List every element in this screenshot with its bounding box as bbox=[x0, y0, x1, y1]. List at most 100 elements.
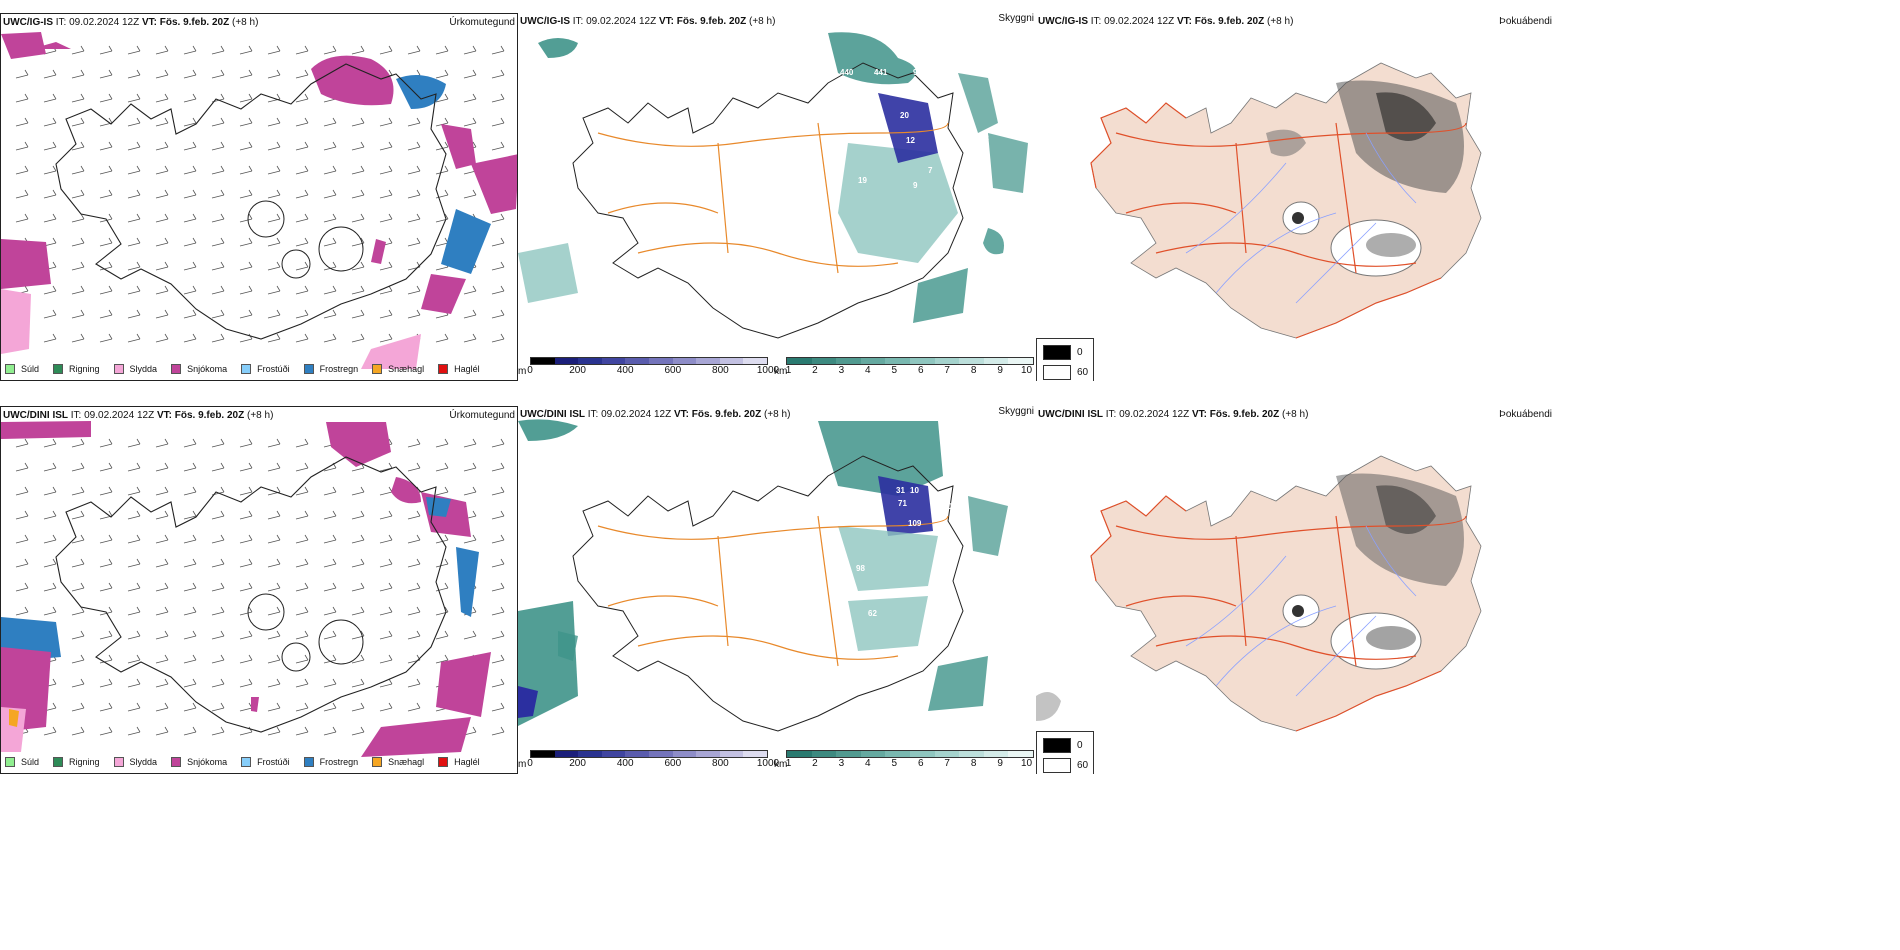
wind-barb bbox=[155, 45, 169, 55]
wind-barb bbox=[99, 510, 113, 520]
wind-barb bbox=[295, 69, 309, 79]
wind-barb bbox=[295, 654, 309, 664]
wind-barb bbox=[155, 462, 169, 472]
scale-tick-label: 5 bbox=[891, 758, 898, 769]
legend-label: Frostúði bbox=[257, 757, 290, 767]
fog-legend-item: 60 bbox=[1043, 758, 1088, 773]
visibility-value-label: 12 bbox=[906, 136, 915, 145]
wind-barb bbox=[407, 534, 421, 544]
wind-barb bbox=[239, 141, 253, 151]
wind-barb bbox=[295, 726, 309, 736]
wind-barb bbox=[127, 213, 141, 223]
wind-barb bbox=[407, 462, 421, 472]
wind-barb bbox=[239, 237, 253, 247]
precip-legend: Súld Rigning Slydda Snjókoma Frostúði Frostre… bbox=[5, 364, 494, 374]
precip-map-ig bbox=[1, 32, 517, 369]
fog-legend-label: 60 bbox=[1077, 760, 1089, 771]
wind-barb bbox=[295, 486, 309, 496]
wind-barb bbox=[43, 726, 57, 736]
wind-barb bbox=[463, 189, 477, 199]
wind-barb bbox=[351, 534, 365, 544]
wind-barb bbox=[351, 606, 365, 616]
wind-barb bbox=[491, 285, 505, 295]
legend-swatch bbox=[5, 757, 15, 767]
wind-barb bbox=[99, 261, 113, 271]
wind-barb bbox=[71, 558, 85, 568]
wind-barb bbox=[99, 117, 113, 127]
wind-barb bbox=[463, 69, 477, 79]
scale-color bbox=[787, 751, 812, 757]
vis-scale-km: 1 2 3 4 5 6 7 8 9 10 km bbox=[774, 357, 1034, 377]
scale-tick-label: 200 bbox=[569, 758, 586, 769]
scale-color bbox=[909, 358, 935, 364]
wind-barb bbox=[211, 654, 225, 664]
wind-barb bbox=[127, 582, 141, 592]
wind-barb bbox=[267, 69, 281, 79]
wind-barb bbox=[379, 486, 393, 496]
wind-barb bbox=[323, 45, 337, 55]
wind-barb bbox=[71, 285, 85, 295]
wind-barb bbox=[491, 438, 505, 448]
fog-legend-swatch bbox=[1043, 365, 1071, 380]
scale-tick-label: 0 bbox=[527, 365, 533, 376]
fog-panel-dini: UWC/DINI ISL IT: 09.02.2024 12Z VT: Fös.… bbox=[1036, 406, 1554, 774]
wind-barb bbox=[491, 510, 505, 520]
wind-barb bbox=[127, 165, 141, 175]
scale-color bbox=[554, 751, 579, 757]
wind-barb bbox=[295, 558, 309, 568]
wind-barb bbox=[155, 237, 169, 247]
scale-color bbox=[672, 358, 697, 364]
wind-barb bbox=[267, 606, 281, 616]
wind-barb bbox=[407, 558, 421, 568]
wind-barb bbox=[491, 630, 505, 640]
scale-bar bbox=[530, 357, 768, 365]
wind-barb bbox=[295, 285, 309, 295]
wind-barb bbox=[239, 630, 253, 640]
panel-title: UWC/DINI ISL IT: 09.02.2024 12Z VT: Fös.… bbox=[1038, 409, 1309, 420]
legend-item: Haglél bbox=[438, 757, 480, 767]
wind-barb bbox=[239, 213, 253, 223]
wind-barb bbox=[435, 486, 449, 496]
wind-barb bbox=[183, 213, 197, 223]
panel-title: UWC/IG-IS IT: 09.02.2024 12Z VT: Fös. 9.… bbox=[1038, 16, 1294, 27]
fog-map-ig bbox=[1090, 62, 1482, 339]
wind-barb bbox=[183, 534, 197, 544]
fog-map-dini bbox=[1036, 455, 1482, 732]
wind-barb bbox=[71, 438, 85, 448]
wind-barb bbox=[183, 117, 197, 127]
wind-barb bbox=[99, 93, 113, 103]
visibility-value-label: 98 bbox=[856, 564, 865, 573]
legend-swatch bbox=[113, 757, 124, 767]
scale-color bbox=[696, 751, 720, 757]
wind-barb bbox=[99, 213, 113, 223]
wind-barb bbox=[491, 462, 505, 472]
wind-barb bbox=[351, 726, 365, 736]
panel-title: UWC/IG-IS IT: 09.02.2024 12Z VT: Fös. 9.… bbox=[520, 16, 776, 27]
wind-barb bbox=[71, 189, 85, 199]
wind-barb bbox=[183, 582, 197, 592]
wind-barb bbox=[491, 237, 505, 247]
visibility-value-label: 23 bbox=[980, 134, 989, 143]
scale-tick-label: 3 bbox=[838, 758, 845, 769]
scale-color bbox=[836, 751, 861, 757]
visibility-value-label: 440 bbox=[840, 68, 854, 77]
wind-barb bbox=[71, 213, 85, 223]
panel-title: UWC/DINI ISL IT: 09.02.2024 12Z VT: Fös.… bbox=[520, 409, 791, 420]
wind-barb bbox=[155, 93, 169, 103]
scale-color bbox=[578, 751, 602, 757]
wind-barb bbox=[211, 510, 225, 520]
wind-barb bbox=[183, 702, 197, 712]
wind-barb bbox=[295, 189, 309, 199]
wind-barb bbox=[435, 69, 449, 79]
wind-barb bbox=[183, 462, 197, 472]
wind-barb bbox=[127, 606, 141, 616]
wind-barb bbox=[183, 726, 197, 736]
wind-barb bbox=[15, 606, 29, 616]
wind-barb bbox=[267, 261, 281, 271]
wind-barb bbox=[15, 189, 29, 199]
scale-ticks: 1 2 3 4 5 6 7 8 9 10 bbox=[786, 365, 1034, 377]
wind-barb bbox=[211, 702, 225, 712]
wind-barb bbox=[71, 582, 85, 592]
legend-swatch bbox=[5, 364, 15, 374]
scale-color bbox=[836, 358, 861, 364]
